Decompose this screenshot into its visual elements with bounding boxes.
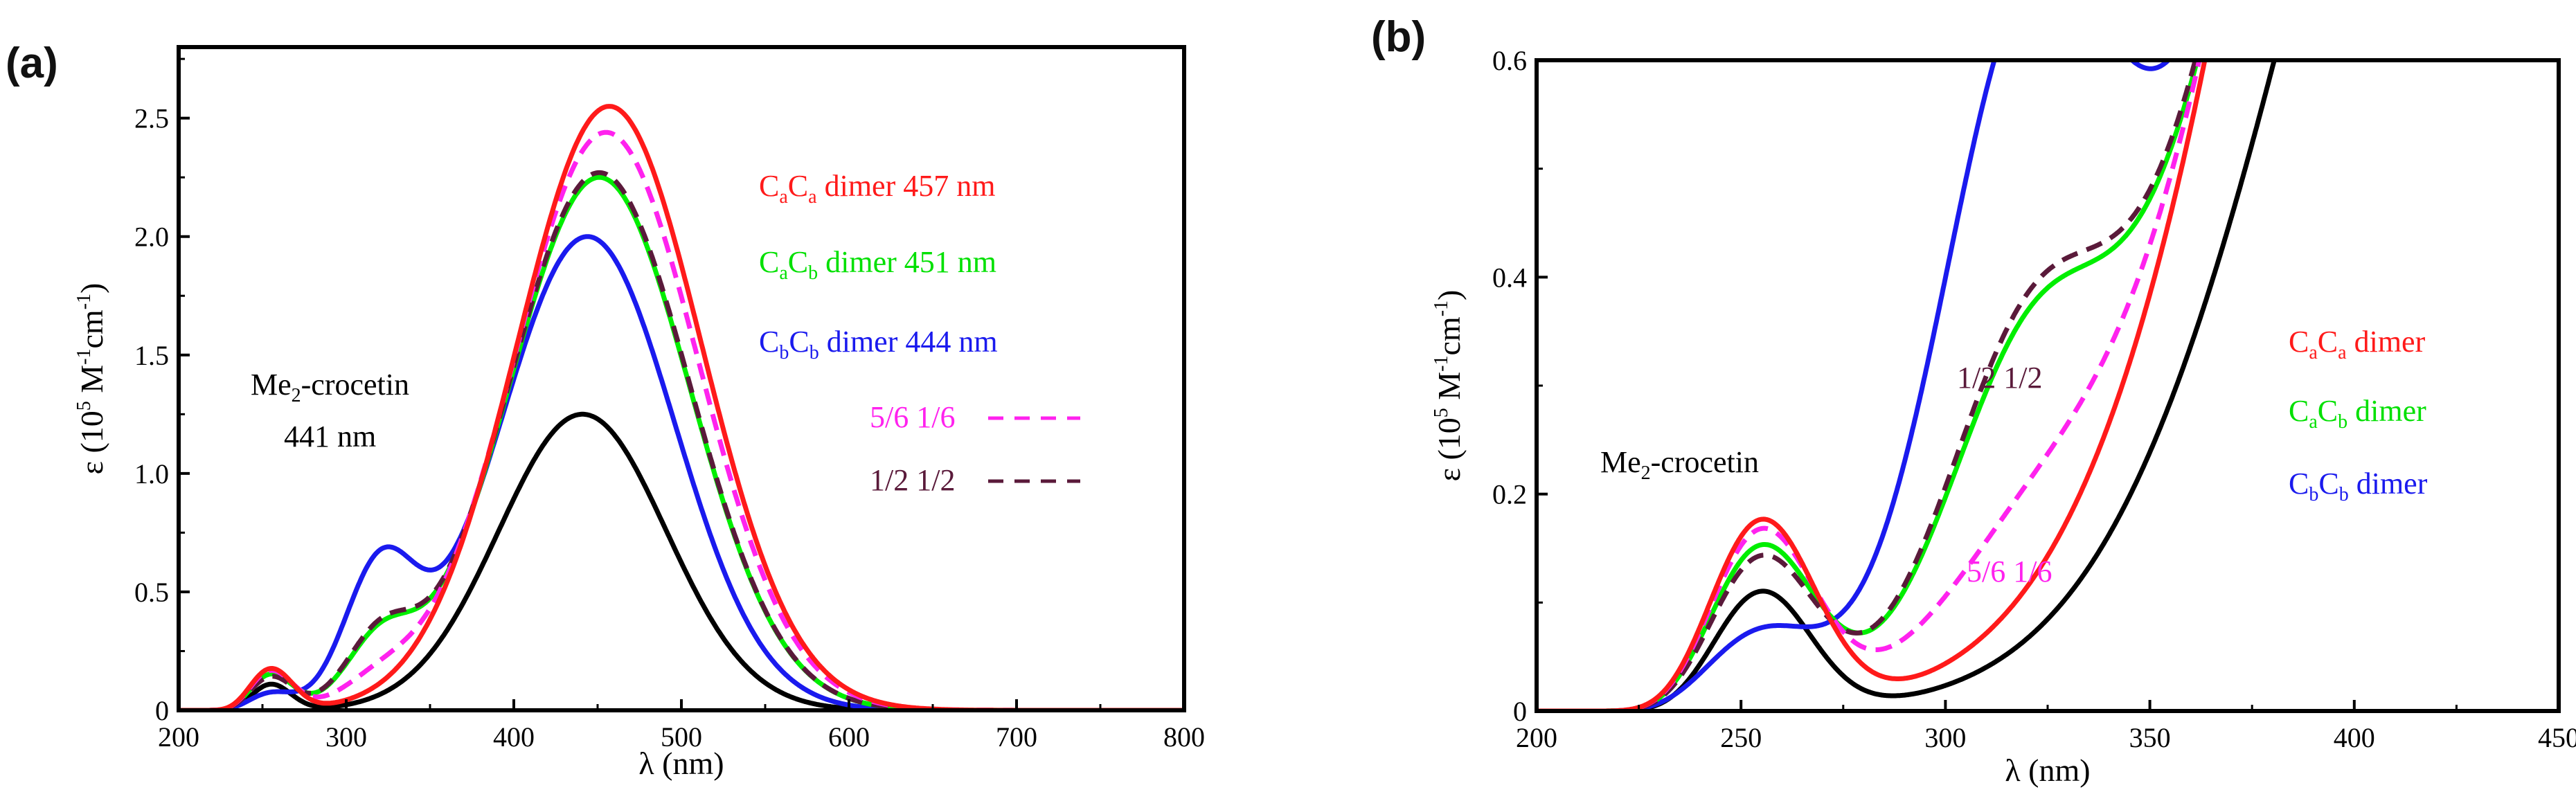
panel-b-label-mix56: 5/6 1/6	[1967, 555, 2052, 588]
panel-a-label: (a)	[6, 39, 58, 87]
panel-a-curves	[179, 104, 1184, 710]
panel-b-x-tick-label: 200	[1516, 722, 1557, 753]
panel-a-y-tick-label: 1.5	[134, 340, 169, 371]
panel-b-series-cacb-dimer	[1537, 60, 2200, 711]
panel-b-x-axis-title: λ (nm)	[2005, 753, 2090, 788]
panel-a-x-tick-label: 300	[325, 721, 367, 753]
panel-b-y-tick-label: 0.6	[1492, 45, 1527, 76]
panel-a-y-tick-label: 1.0	[134, 458, 169, 489]
panel-a-x-axis-title: λ (nm)	[638, 746, 724, 781]
panel-b-series-me2-crocetin	[1537, 60, 2277, 711]
panel-b-y-tick-label: 0	[1513, 696, 1527, 727]
panel-b-label-mix12: 1/2 1/2	[1957, 361, 2042, 395]
panel-b-y-axis-title: ε (105 M-1cm-1)	[1431, 290, 1467, 482]
panel-b-x-tick-label: 400	[2334, 722, 2375, 753]
panel-a-x-ticks: 200 300 400 500 600 700 800	[158, 699, 1205, 753]
panel-a-x-tick-label: 700	[996, 721, 1037, 753]
panel-b-label-caca: CaCa dimer	[2289, 325, 2426, 363]
panel-b-series-1-2-1-2	[1537, 60, 2198, 711]
panel-a-x-tick-label: 800	[1163, 721, 1205, 753]
panel-a-label-cbcb: CbCb dimer 444 nm	[759, 325, 998, 363]
panel-b-x-tick-label: 450	[2538, 722, 2576, 753]
panel-b-label-cbcb: CbCb dimer	[2289, 467, 2428, 505]
panel-b-label-me2: Me2-crocetin	[1600, 445, 1759, 484]
panel-a-series-1-2-1-2	[179, 170, 1184, 710]
panel-a-y-tick-label: 0.5	[134, 577, 169, 608]
panel-b: (b) 200 250 300 350 400 450 0 0.2 0.4 0.6 λ (nm)…	[1371, 13, 2576, 788]
panel-a-y-ticks: 0 0.5 1.0 1.5 2.0 2.5	[134, 57, 190, 726]
panel-a-label-caca: CaCa dimer 457 nm	[759, 169, 995, 208]
panel-a-label-me2-nm: 441 nm	[284, 420, 376, 453]
panel-a-series-5-6-1-6	[179, 129, 1184, 710]
panel-a-x-tick-label: 500	[661, 721, 702, 753]
panel-b-label-cacb: CaCb dimer	[2289, 394, 2426, 433]
panel-b-series-cbcb-dimer	[1537, 60, 2172, 711]
panel-a-label-cacb: CaCb dimer 451 nm	[759, 245, 996, 284]
panel-a-x-tick-label: 400	[493, 721, 535, 753]
panel-b-label: (b)	[1371, 13, 1426, 61]
panel-b-series-5-6-1-6	[1537, 60, 2202, 711]
panel-b-series-caca-dimer	[1537, 60, 2208, 711]
panel-a-y-tick-label: 2.0	[134, 222, 169, 253]
panel-a-x-tick-label: 200	[158, 721, 199, 753]
panel-a-y-axis-title: ε (105 M-1cm-1)	[73, 283, 109, 475]
panel-a-y-tick-label: 2.5	[134, 103, 169, 134]
panel-a-series-me2-crocetin	[179, 411, 1184, 710]
panel-a-label-mix12: 1/2 1/2	[870, 463, 955, 497]
panel-b-x-ticks: 200 250 300 350 400 450	[1516, 700, 2576, 753]
panel-a-label-mix56: 5/6 1/6	[870, 400, 955, 434]
panel-a: (a) 200 300 400 500 600 700 800 0 0.5 1.0 1.5 2.0 2…	[6, 39, 1205, 781]
panel-b-x-tick-label: 350	[2129, 722, 2171, 753]
panel-a-series-cbcb-dimer	[179, 234, 1184, 710]
panel-b-y-tick-label: 0.4	[1492, 262, 1527, 293]
panel-a-y-tick-label: 0	[155, 695, 169, 726]
panel-a-x-tick-label: 600	[828, 721, 870, 753]
panel-b-y-ticks: 0 0.2 0.4 0.6	[1492, 45, 1548, 727]
panel-b-x-tick-label: 250	[1720, 722, 1762, 753]
panel-b-curves	[1537, 60, 2277, 711]
panel-b-plot-frame	[1535, 58, 2561, 713]
panel-b-y-tick-label: 0.2	[1492, 479, 1527, 510]
panel-a-label-me2: Me2-crocetin	[251, 368, 409, 406]
panel-b-x-tick-label: 300	[1924, 722, 1966, 753]
panel-a-series-caca-dimer	[179, 104, 1184, 710]
